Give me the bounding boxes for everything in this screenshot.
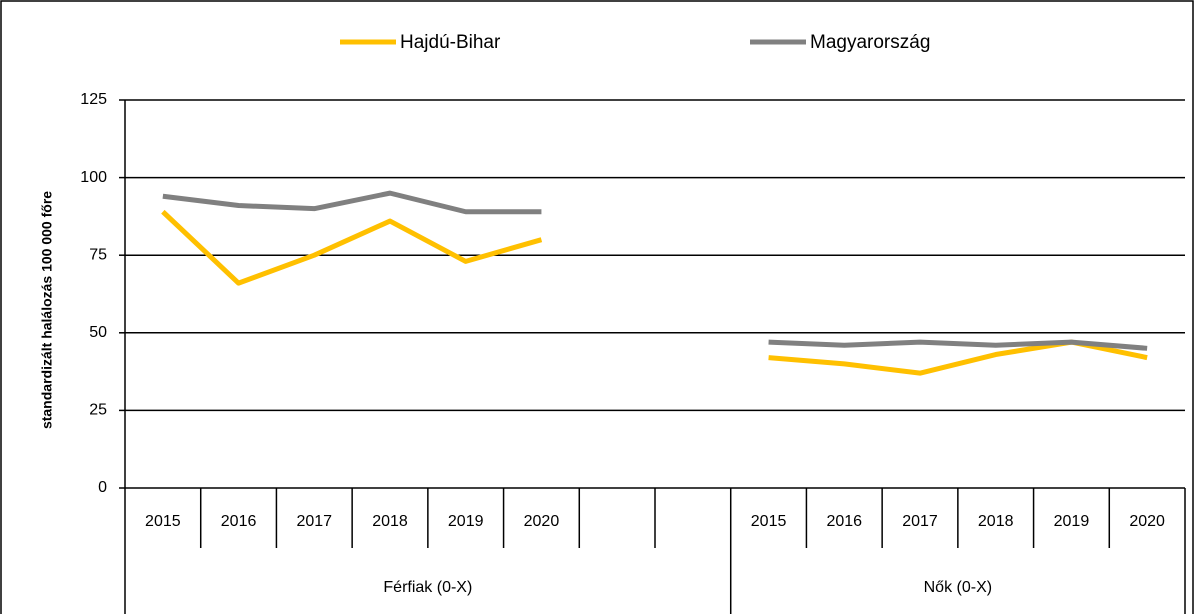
group-label: Nők (0-X) — [924, 579, 992, 596]
legend-label: Hajdú-Bihar — [400, 32, 501, 53]
legend-label: Magyarország — [810, 32, 930, 53]
x-tick-label: 2015 — [145, 513, 181, 530]
x-tick-label: 2020 — [1129, 513, 1165, 530]
x-tick-label: 2017 — [296, 513, 332, 530]
series-line — [162, 190, 1148, 351]
x-tick-label: 2020 — [524, 513, 560, 530]
x-tick-label: 2015 — [751, 513, 787, 530]
x-tick-label: 2019 — [1054, 513, 1090, 530]
y-axis-label: standardizált halálozás 100 000 főre — [39, 191, 55, 429]
x-tick-label: 2018 — [372, 513, 408, 530]
y-tick-label: 0 — [98, 479, 107, 496]
group-label: Férfiak (0-X) — [383, 579, 472, 596]
y-tick-label: 125 — [80, 91, 107, 108]
x-tick-label: 2016 — [826, 513, 862, 530]
x-tick-label: 2018 — [978, 513, 1014, 530]
x-tick-label: 2017 — [902, 513, 938, 530]
y-tick-label: 100 — [80, 169, 107, 186]
y-tick-label: 25 — [89, 402, 107, 419]
series-line — [161, 209, 1148, 376]
y-tick-label: 50 — [89, 324, 107, 341]
x-tick-label: 2016 — [221, 513, 257, 530]
x-tick-label: 2019 — [448, 513, 484, 530]
y-tick-label: 75 — [89, 246, 107, 263]
